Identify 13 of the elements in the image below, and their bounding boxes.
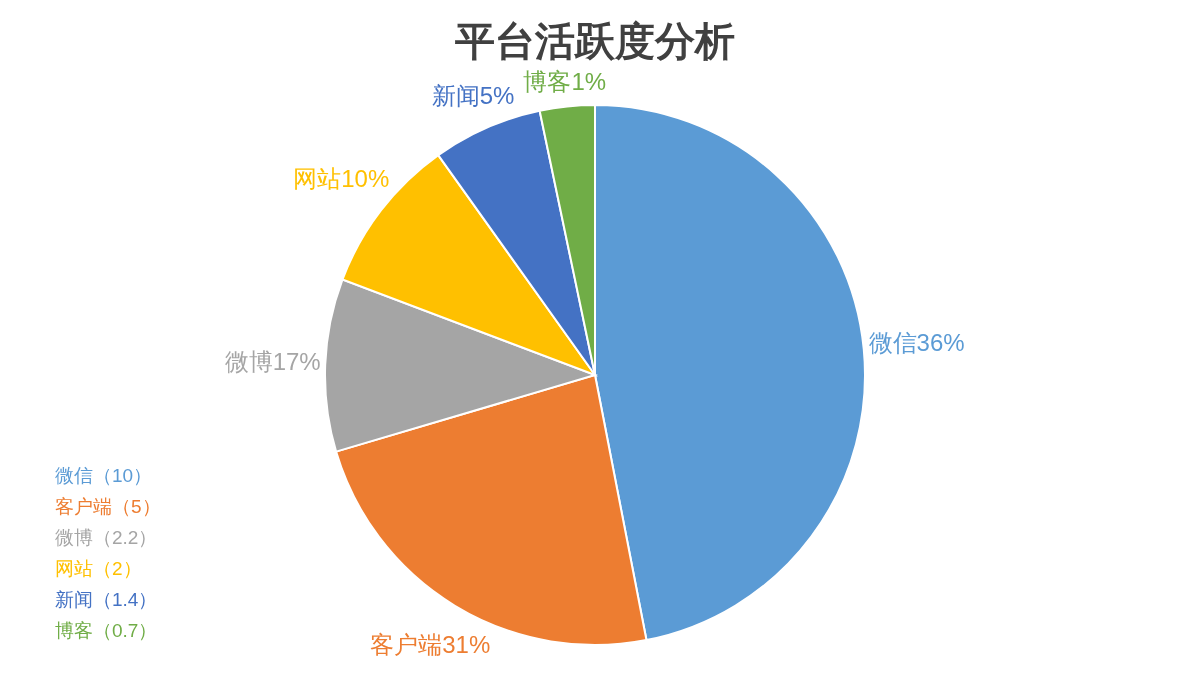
text: 新闻（1.4） <box>55 589 158 610</box>
text: 微博（2.2） <box>55 527 158 548</box>
slice-label: 客户端31% <box>370 631 491 659</box>
slice-label: 博客1% <box>523 67 607 95</box>
text: 客户端（5） <box>55 496 161 517</box>
chart-title: 平台活跃度分析 <box>454 18 735 63</box>
slice-label: 微信36% <box>868 329 965 357</box>
text: 网站（2） <box>55 558 142 579</box>
text: 博客（0.7） <box>55 620 158 641</box>
slice-label: 微博17% <box>224 348 321 376</box>
text: 微信（10） <box>55 465 153 486</box>
slice-label: 新闻5% <box>431 81 515 109</box>
slice-label: 网站10% <box>293 164 390 192</box>
